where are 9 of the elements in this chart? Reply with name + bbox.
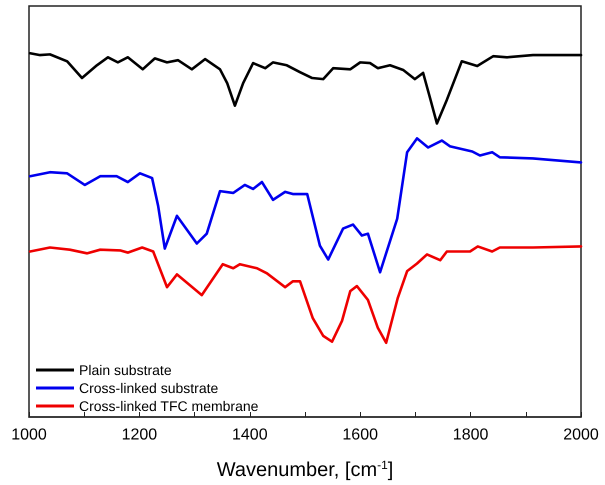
legend-label: Cross-linked substrate	[79, 380, 218, 396]
x-tick-label: 1200	[122, 426, 158, 444]
x-tick-label: 1400	[232, 426, 268, 444]
legend-label: Cross-linked TFC membrane	[79, 398, 259, 414]
x-tick-label: 2000	[563, 426, 599, 444]
legend-label: Plain substrate	[79, 362, 172, 378]
x-tick-label: 1000	[11, 426, 47, 444]
x-tick-label: 1800	[452, 426, 488, 444]
x-tick-label: 1600	[342, 426, 378, 444]
